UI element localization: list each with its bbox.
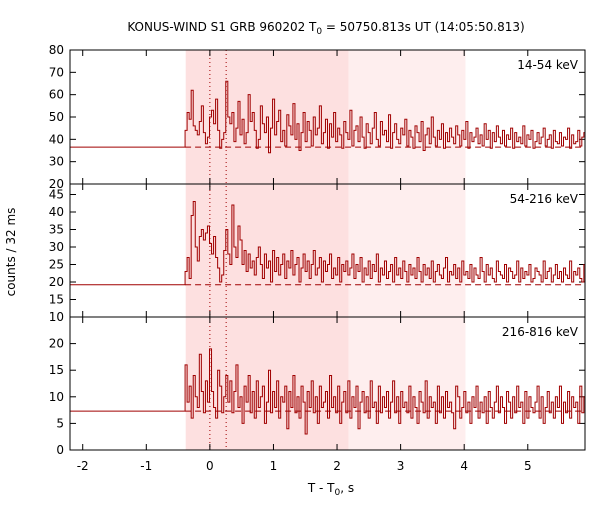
y-axis-label: counts / 32 ms — [4, 208, 18, 297]
x-tick-label: 4 — [460, 459, 468, 473]
panel-0-energy-label: 14-54 keV — [517, 58, 579, 72]
panel-1-ytick-label: 20 — [49, 275, 64, 289]
x-tick-label: 0 — [206, 459, 214, 473]
x-tick-label: 5 — [524, 459, 532, 473]
shaded-region-1 — [348, 50, 466, 450]
panel-1-ytick-label: 25 — [49, 258, 64, 272]
panel-0-ytick-label: 50 — [49, 110, 64, 124]
panel-2-ytick-label: 5 — [56, 416, 64, 430]
panel-0-ytick-label: 70 — [49, 65, 64, 79]
panel-2-ytick-label: 10 — [49, 390, 64, 404]
panel-2-ytick-label: 0 — [56, 443, 64, 457]
panel-0-ytick-label: 20 — [49, 177, 64, 191]
x-tick-label: 1 — [270, 459, 278, 473]
panel-2-frame — [69, 316, 586, 451]
panel-0-ytick-label: 40 — [49, 132, 64, 146]
panel-1-ytick-label: 10 — [49, 310, 64, 324]
chart-title: KONUS-WIND S1 GRB 960202 T0 = 50750.813s… — [127, 20, 524, 37]
panel-1-ytick-label: 40 — [49, 205, 64, 219]
panel-2-energy-label: 216-816 keV — [502, 325, 579, 339]
panel-0-ytick-label: 60 — [49, 88, 64, 102]
x-axis-label: T - T0, s — [307, 481, 354, 498]
panel-1-ytick-label: 45 — [49, 188, 64, 202]
panel-0-ytick-label: 30 — [49, 155, 64, 169]
x-tick-label: 3 — [397, 459, 405, 473]
x-tick-label: 2 — [333, 459, 341, 473]
panel-2-ytick-label: 20 — [49, 337, 64, 351]
panel-1-ytick-label: 30 — [49, 240, 64, 254]
panel-1-ytick-label: 15 — [49, 293, 64, 307]
panel-2-lightcurve — [70, 348, 586, 435]
x-tick-label: -2 — [77, 459, 89, 473]
panel-1-ytick-label: 35 — [49, 223, 64, 237]
panel-2-ytick-label: 15 — [49, 363, 64, 377]
x-tick-label: -1 — [140, 459, 152, 473]
panel-1-energy-label: 54-216 keV — [510, 192, 579, 206]
panel-0-ytick-label: 80 — [49, 43, 64, 57]
panel-1-lightcurve — [70, 201, 586, 286]
